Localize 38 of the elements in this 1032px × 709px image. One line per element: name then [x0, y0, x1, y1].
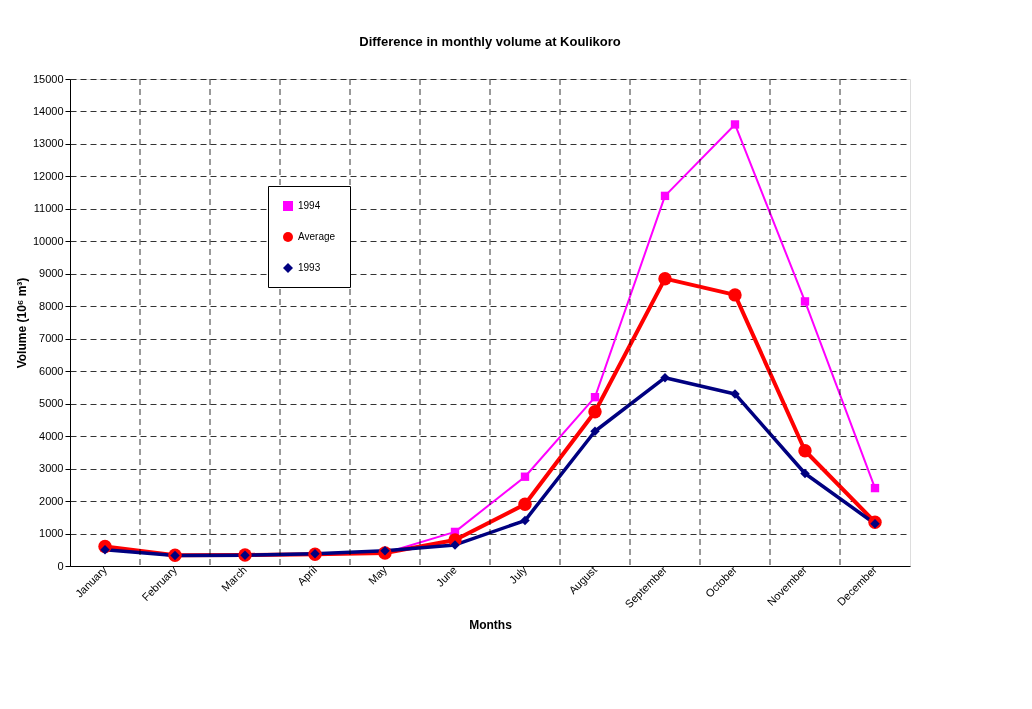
point: [518, 497, 532, 512]
y-tick-label: 0: [57, 559, 64, 572]
point: [728, 288, 742, 302]
y-tick-label: 4000: [39, 429, 64, 442]
y-tick-label: 8000: [39, 299, 64, 312]
y-tick-label: 15000: [32, 72, 64, 85]
y-tick-label: 12000: [32, 169, 64, 182]
point: [520, 515, 530, 526]
point: [800, 468, 810, 479]
x-tick-label: May: [365, 563, 390, 587]
point: [660, 372, 670, 383]
point: [588, 405, 602, 419]
y-tick-label: 3000: [39, 462, 64, 475]
y-tick-label: 14000: [32, 104, 64, 117]
point: [800, 297, 810, 306]
point: [590, 392, 600, 402]
point: [730, 120, 740, 129]
y-tick-label: 7000: [39, 332, 64, 345]
point: [798, 444, 812, 458]
point: [520, 472, 530, 481]
legend-label: 1994: [298, 200, 321, 211]
x-axis-title: Months: [469, 618, 513, 633]
y-tick-label: 10000: [32, 234, 64, 247]
point: [660, 191, 670, 201]
legend-label: 1993: [298, 262, 321, 273]
point: [658, 271, 672, 286]
y-axis-title: Volume (10⁶ m³): [14, 277, 29, 369]
y-tick-label: 6000: [39, 364, 64, 377]
y-tick-label: 5000: [39, 397, 64, 410]
y-tick-label: 11000: [33, 202, 64, 215]
y-tick-label: 9000: [39, 267, 64, 280]
y-tick-label: 2000: [39, 494, 64, 507]
legend-label: Average: [298, 231, 336, 242]
y-tick-label: 1000: [39, 527, 64, 540]
chart-title: Difference in monthly volume at Koulikoro: [359, 34, 621, 49]
x-tick-label: July: [506, 563, 530, 586]
y-tick-label: 13000: [32, 137, 64, 150]
point: [870, 483, 880, 493]
